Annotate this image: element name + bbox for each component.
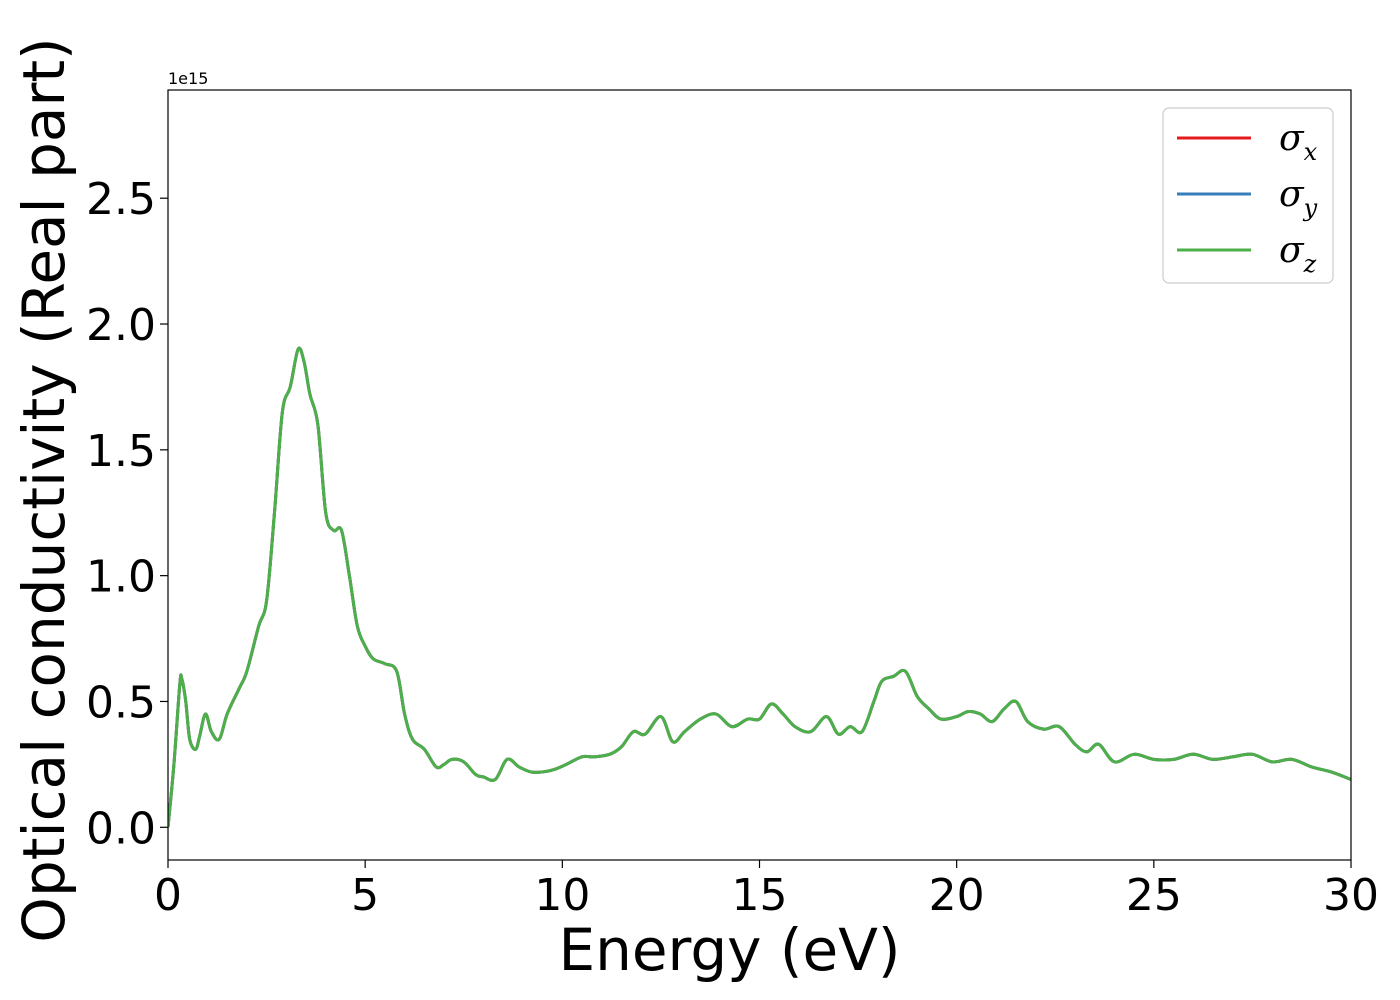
legend-label-sigma-z: σz [1279, 230, 1317, 278]
y-tick-label: 0.5 [86, 677, 156, 728]
y-tick-label: 1.5 [86, 426, 156, 477]
y-offset-label: 1e15 [168, 69, 208, 88]
x-tick-label: 20 [929, 870, 985, 921]
series-line-sigma-z [168, 346, 1351, 828]
series-line-sigma-x [168, 346, 1351, 828]
series-line-sigma-y [168, 346, 1351, 828]
x-tick-label: 30 [1323, 870, 1379, 921]
y-axis-label: Optical conductivity (Real part) [10, 37, 78, 942]
legend-label-sigma-x: σx [1279, 118, 1318, 166]
y-tick-label: 2.5 [86, 174, 156, 225]
x-tick-label: 10 [534, 870, 590, 921]
legend-label-sigma-y: σy [1279, 174, 1318, 222]
y-tick-label: 1.0 [86, 552, 156, 603]
x-tick-label: 15 [732, 870, 788, 921]
y-tick-label: 0.0 [86, 803, 156, 854]
x-axis-label: Energy (eV) [558, 916, 900, 984]
x-tick-label: 0 [154, 870, 182, 921]
x-tick-label: 5 [351, 870, 379, 921]
x-tick-label: 25 [1126, 870, 1182, 921]
y-tick-label: 2.0 [86, 300, 156, 351]
